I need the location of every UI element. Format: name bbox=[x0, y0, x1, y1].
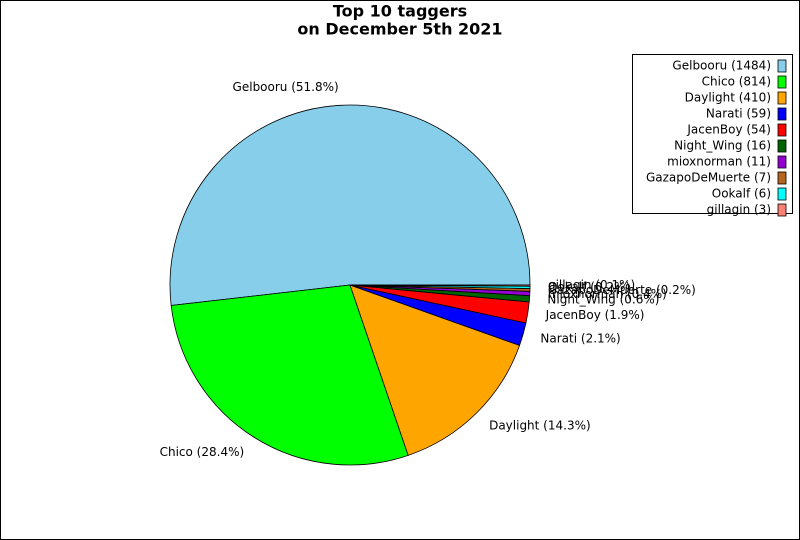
slice-label: Chico (28.4%) bbox=[160, 445, 245, 459]
legend-swatch bbox=[777, 171, 787, 185]
legend-swatch bbox=[777, 107, 787, 121]
chart-title: Top 10 taggers bbox=[333, 2, 467, 21]
slice-label: mioxnorman (0.4%) bbox=[548, 287, 667, 301]
legend-swatch bbox=[777, 123, 787, 137]
legend-label: mioxnorman (11) bbox=[667, 155, 771, 169]
slice-label: Ookalf (0.2%) bbox=[548, 280, 630, 294]
legend-label: GazapoDeMuerte (7) bbox=[646, 171, 771, 185]
pie-slice bbox=[349, 284, 521, 456]
slice-label: Gelbooru (51.8%) bbox=[233, 80, 339, 94]
slice-label: Night_Wing (0.6%) bbox=[547, 293, 659, 307]
legend-label: Daylight (410) bbox=[685, 91, 771, 105]
slice-label: GazapoDeMuerte (0.2%) bbox=[548, 283, 696, 297]
legend-box bbox=[632, 54, 793, 214]
slice-label: Daylight (14.3%) bbox=[489, 418, 591, 432]
legend-swatch bbox=[777, 155, 787, 169]
chart-title: on December 5th 2021 bbox=[297, 20, 502, 39]
legend-swatch bbox=[777, 139, 787, 153]
legend-swatch bbox=[777, 59, 787, 73]
slice-label: JacenBoy (1.9%) bbox=[545, 308, 645, 322]
legend-label: Chico (814) bbox=[702, 75, 771, 89]
slice-label: Narati (2.1%) bbox=[540, 332, 620, 346]
pie-slice bbox=[169, 104, 531, 306]
legend-label: Gelbooru (1484) bbox=[672, 59, 771, 73]
legend-label: gillagin (3) bbox=[707, 203, 771, 217]
legend-swatch bbox=[777, 187, 787, 201]
legend-swatch bbox=[777, 75, 787, 89]
legend-swatch bbox=[777, 91, 787, 105]
pie-slice bbox=[349, 284, 531, 287]
pie-slice bbox=[170, 284, 409, 466]
legend-label: Ookalf (6) bbox=[712, 187, 771, 201]
slice-label: gillagin (0.1%) bbox=[548, 278, 635, 292]
legend-label: JacenBoy (54) bbox=[686, 123, 771, 137]
legend-label: Narati (59) bbox=[706, 107, 771, 121]
legend-swatch bbox=[777, 203, 787, 217]
legend-label: Night_Wing (16) bbox=[674, 139, 771, 153]
